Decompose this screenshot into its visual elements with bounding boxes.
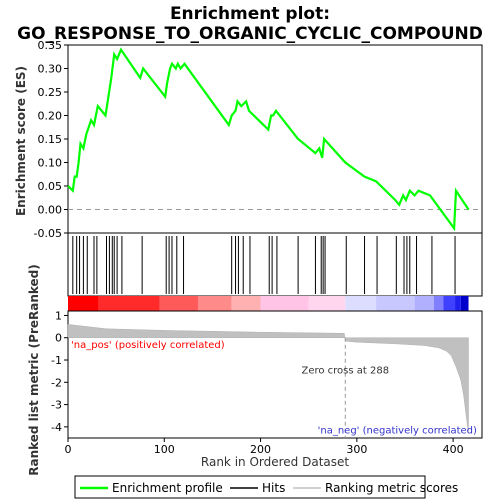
zero-cross-label: Zero cross at 288: [301, 365, 389, 376]
hits-panel-frame: [67, 232, 483, 297]
legend: Enrichment profile Hits Ranking metric s…: [74, 475, 458, 499]
es-y-tick-label: 0.10: [38, 157, 63, 170]
heatmap-segment: [260, 296, 309, 311]
es-y-tick-label: 0.20: [38, 110, 63, 123]
rank-y-tick-label: -4: [51, 421, 62, 434]
rank-metric-panel: 1 0 -1 -2 -3 -4 'na_pos' (positively correlat…: [27, 264, 483, 476]
ranking-metric-area: [67, 324, 469, 432]
negative-correlation-label: 'na_neg' (negatively correlated): [318, 426, 477, 437]
chart-title-line1: Enrichment plot:: [170, 4, 330, 24]
es-y-tick-label: 0.25: [38, 86, 63, 99]
heatmap-segment: [68, 296, 99, 311]
es-panel: -0.05 0.00 0.05 0.10 0.15 0.20 0.25 0.30 0.35 En…: [14, 39, 483, 240]
es-y-tick-label: 0.05: [38, 180, 63, 193]
rank-y-tick-label: -3: [51, 399, 62, 412]
heatmap-segment: [308, 296, 346, 311]
heatmap-segment: [433, 296, 444, 311]
legend-label-enrichment: Enrichment profile: [112, 481, 223, 495]
heatmap-segment: [376, 296, 415, 311]
rank-y-tick-label: -2: [51, 376, 62, 389]
es-y-tick-label: 0.00: [38, 204, 63, 217]
legend-label-ranking: Ranking metric scores: [325, 481, 458, 495]
es-y-tick-label: 0.30: [38, 63, 63, 76]
heatmap-segment: [443, 296, 456, 311]
es-panel-frame: [67, 44, 483, 234]
heatmap-segment: [414, 296, 434, 311]
x-tick-label: 300: [346, 443, 367, 456]
es-y-axis-label: Enrichment score (ES): [14, 66, 28, 216]
legend-box: [74, 475, 426, 499]
ranking-heatmap-bar: [68, 296, 469, 311]
x-tick-label: 400: [443, 443, 464, 456]
legend-label-hits: Hits: [262, 481, 285, 495]
x-tick-label: 0: [65, 443, 72, 456]
es-y-tick-label: -0.05: [34, 227, 62, 240]
x-axis-label: Rank in Ordered Dataset: [201, 455, 349, 469]
enrichment-profile-line: [67, 47, 470, 232]
es-y-tick-label: 0.35: [38, 39, 63, 52]
positive-correlation-label: 'na_pos' (positively correlated): [71, 340, 225, 351]
heatmap-segment: [455, 296, 461, 311]
heatmap-segment: [98, 296, 160, 311]
heatmap-segment: [159, 296, 198, 311]
hits-panel: [67, 232, 483, 297]
x-tick-label: 200: [250, 443, 271, 456]
chart-title-line2: GO_RESPONSE_TO_ORGANIC_CYCLIC_COMPOUND: [17, 24, 483, 44]
heatmap-segment: [231, 296, 261, 311]
rank-y-axis-label: Ranked list metric (PreRanked): [27, 264, 41, 476]
heatmap-segment: [460, 296, 469, 311]
heatmap-segment: [197, 296, 232, 311]
x-tick-label: 100: [154, 443, 175, 456]
es-y-tick-label: 0.15: [38, 133, 63, 146]
rank-y-tick-label: 0: [55, 332, 62, 345]
rank-y-tick-label: -1: [51, 354, 62, 367]
rank-y-tick-label: 1: [55, 309, 62, 322]
heatmap-segment: [345, 296, 377, 311]
